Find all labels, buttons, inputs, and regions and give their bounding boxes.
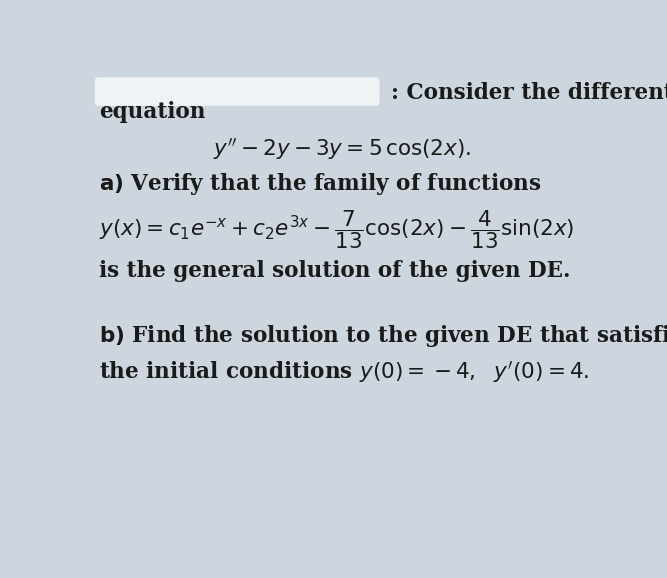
- Text: $y'' - 2y - 3y = 5\,\cos(2x).$: $y'' - 2y - 3y = 5\,\cos(2x).$: [213, 137, 471, 162]
- FancyBboxPatch shape: [95, 77, 380, 106]
- Text: $\mathbf{b)}$ Find the solution to the given DE that satisfies: $\mathbf{b)}$ Find the solution to the g…: [99, 324, 667, 349]
- Text: is the general solution of the given DE.: is the general solution of the given DE.: [99, 260, 570, 281]
- Text: $y(x) = c_1e^{-x} + c_2e^{3x} - \dfrac{7}{13}\cos(2x) - \dfrac{4}{13}\sin(2x)$: $y(x) = c_1e^{-x} + c_2e^{3x} - \dfrac{7…: [99, 208, 574, 251]
- Text: : Consider the differential: : Consider the differential: [391, 81, 667, 103]
- Text: the initial conditions $y(0) = -4,\ \ y'(0) = 4.$: the initial conditions $y(0) = -4,\ \ y'…: [99, 360, 589, 385]
- Text: equation: equation: [99, 101, 205, 123]
- Text: $\mathbf{a)}$ Verify that the family of functions: $\mathbf{a)}$ Verify that the family of …: [99, 171, 542, 197]
